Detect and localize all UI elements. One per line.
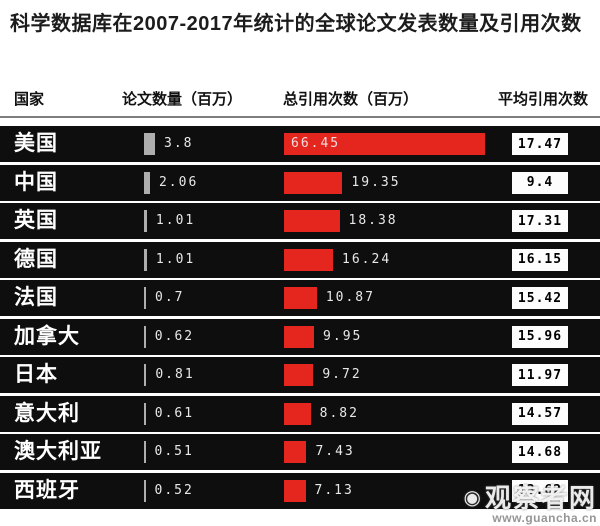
avg-citations-value: 15.96 xyxy=(517,329,563,344)
citations-value: 10.87 xyxy=(325,290,375,305)
papers-value: 0.61 xyxy=(154,405,195,421)
papers-bar xyxy=(144,248,147,271)
papers-value: 0.7 xyxy=(155,290,185,305)
table-row: 日本 0.81 9.72 11.97 xyxy=(0,357,600,393)
citations-value: 7.13 xyxy=(314,482,354,498)
citations-bar xyxy=(284,171,343,194)
citations-bar xyxy=(284,441,307,463)
papers-bar xyxy=(144,479,146,502)
country-table: 美国 3.8 66.45 17.47 中国 2.06 19.35 9.4 英国 … xyxy=(0,126,600,509)
table-row: 英国 1.01 18.38 17.31 xyxy=(0,203,600,239)
country-label: 英国 xyxy=(14,209,58,232)
papers-bar xyxy=(144,402,146,425)
avg-citations-value: 11.97 xyxy=(517,367,563,383)
citations-bar xyxy=(284,287,317,309)
avg-citations-box: 11.97 xyxy=(512,364,568,386)
country-label: 澳大利亚 xyxy=(14,440,102,463)
papers-value: 0.62 xyxy=(154,328,195,344)
table-row: 澳大利亚 0.51 7.43 14.68 xyxy=(0,434,600,470)
papers-bar xyxy=(144,133,156,155)
citations-bar xyxy=(284,479,306,502)
header-citations: 总引用次数（百万） xyxy=(283,91,419,108)
header-avg-citations: 平均引用次数 xyxy=(497,91,588,108)
citations-value: 16.24 xyxy=(342,251,392,267)
table-row: 中国 2.06 19.35 9.4 xyxy=(0,164,600,201)
table-row: 加拿大 0.62 9.95 15.96 xyxy=(0,318,600,355)
citations-bar xyxy=(284,402,311,425)
avg-citations-value: 14.57 xyxy=(517,406,563,421)
papers-bar xyxy=(144,171,150,194)
country-label: 法国 xyxy=(14,286,58,309)
avg-citations-value: 15.42 xyxy=(517,290,563,306)
papers-value: 2.06 xyxy=(158,174,199,190)
avg-citations-value: 14.68 xyxy=(517,444,563,460)
papers-bar xyxy=(144,210,147,232)
papers-value: 0.52 xyxy=(154,482,194,498)
avg-citations-box: 17.31 xyxy=(512,210,568,232)
country-label: 加拿大 xyxy=(14,324,80,348)
avg-citations-value: 17.31 xyxy=(517,213,563,229)
papers-value: 0.51 xyxy=(154,444,194,459)
avg-citations-value: 16.15 xyxy=(517,252,563,267)
header-papers: 论文数量（百万） xyxy=(122,91,243,108)
papers-value: 0.81 xyxy=(155,367,195,382)
papers-bar xyxy=(144,287,147,309)
avg-citations-value: 9.4 xyxy=(526,175,554,190)
papers-value: 1.01 xyxy=(155,251,196,267)
citations-value: 7.43 xyxy=(315,444,355,459)
country-label: 美国 xyxy=(14,132,58,155)
citations-value: 66.45 xyxy=(291,136,341,151)
country-label: 中国 xyxy=(14,170,58,194)
avg-citations-value: 17.47 xyxy=(517,136,563,152)
papers-value: 3.8 xyxy=(164,136,194,151)
citations-bar xyxy=(284,133,485,155)
guancha-url: www.guancha.cn xyxy=(492,511,597,525)
country-label: 意大利 xyxy=(14,401,80,425)
country-label: 德国 xyxy=(14,247,58,271)
citations-value: 18.38 xyxy=(348,213,398,228)
chart-title: 科学数据库在2007-2017年统计的全球论文发表数量及引用次数 xyxy=(10,13,582,35)
avg-citations-box: 13.62 xyxy=(512,479,568,502)
table-row: 意大利 0.61 8.82 14.57 xyxy=(0,395,600,432)
papers-bar xyxy=(144,325,146,348)
avg-citations-box: 9.4 xyxy=(512,171,568,194)
citations-value: 8.82 xyxy=(319,405,359,421)
country-label: 西班牙 xyxy=(14,478,80,502)
avg-citations-box: 15.42 xyxy=(512,287,568,309)
citations-bar xyxy=(284,364,314,386)
citations-value: 19.35 xyxy=(351,174,401,190)
citations-bar xyxy=(284,325,315,348)
papers-value: 1.01 xyxy=(155,213,196,228)
column-headers: 国家 论文数量（百万） 总引用次数（百万） 平均引用次数 xyxy=(0,88,600,112)
papers-bar xyxy=(144,441,146,463)
citations-value: 9.95 xyxy=(323,328,363,344)
avg-citations-box: 16.15 xyxy=(512,248,568,271)
header-divider xyxy=(0,116,600,118)
avg-citations-box: 17.47 xyxy=(512,133,568,155)
table-row: 法国 0.7 10.87 15.42 xyxy=(0,280,600,316)
avg-citations-box: 14.57 xyxy=(512,402,568,425)
citations-value: 9.72 xyxy=(322,367,362,382)
citations-bar xyxy=(284,248,334,271)
table-row: 西班牙 0.52 7.13 13.62 xyxy=(0,472,600,509)
avg-citations-box: 15.96 xyxy=(512,325,568,348)
table-row: 美国 3.8 66.45 17.47 xyxy=(0,126,600,162)
papers-bar xyxy=(144,364,147,386)
avg-citations-box: 14.68 xyxy=(512,441,568,463)
table-row: 德国 1.01 16.24 16.15 xyxy=(0,241,600,278)
country-label: 日本 xyxy=(14,363,58,386)
header-country: 国家 xyxy=(14,91,45,108)
avg-citations-value: 13.62 xyxy=(517,483,563,498)
citations-bar xyxy=(284,210,340,232)
